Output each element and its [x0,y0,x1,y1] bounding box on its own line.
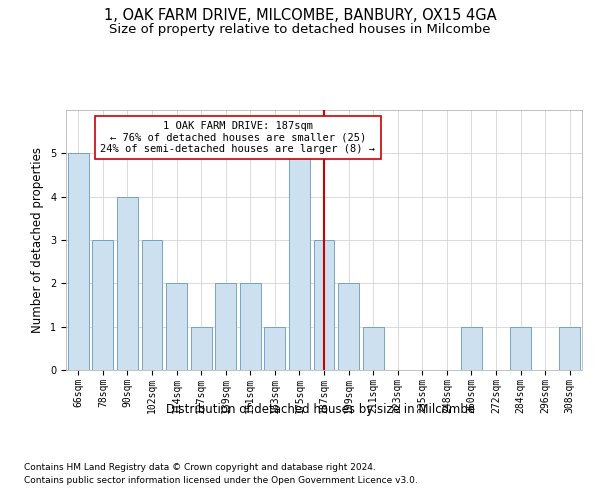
Bar [510,326,531,370]
Bar [68,154,89,370]
Bar [461,326,482,370]
Y-axis label: Number of detached properties: Number of detached properties [31,147,44,333]
Bar [191,326,212,370]
Bar [559,326,580,370]
Text: Distribution of detached houses by size in Milcombe: Distribution of detached houses by size … [167,402,476,415]
Bar [338,284,359,370]
Bar [142,240,163,370]
Bar [166,284,187,370]
Text: Contains HM Land Registry data © Crown copyright and database right 2024.: Contains HM Land Registry data © Crown c… [24,462,376,471]
Bar [92,240,113,370]
Bar [265,326,286,370]
Bar [314,240,334,370]
Bar [240,284,261,370]
Text: Contains public sector information licensed under the Open Government Licence v3: Contains public sector information licen… [24,476,418,485]
Bar [362,326,383,370]
Text: Size of property relative to detached houses in Milcombe: Size of property relative to detached ho… [109,22,491,36]
Text: 1 OAK FARM DRIVE: 187sqm
← 76% of detached houses are smaller (25)
24% of semi-d: 1 OAK FARM DRIVE: 187sqm ← 76% of detach… [100,121,376,154]
Bar [117,196,138,370]
Bar [289,154,310,370]
Text: 1, OAK FARM DRIVE, MILCOMBE, BANBURY, OX15 4GA: 1, OAK FARM DRIVE, MILCOMBE, BANBURY, OX… [104,8,496,22]
Bar [215,284,236,370]
